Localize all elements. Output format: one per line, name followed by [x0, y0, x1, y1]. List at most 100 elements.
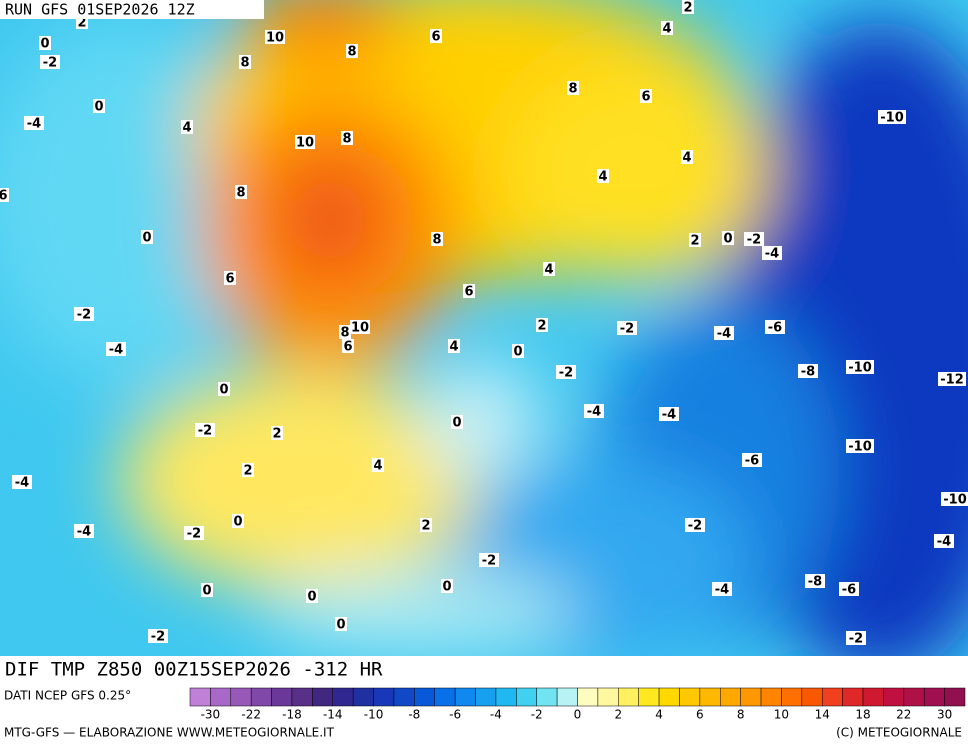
contour-label-bg [420, 518, 432, 532]
contour-label-bg [448, 339, 460, 353]
contour-label-bg [335, 617, 347, 631]
colorbar-swatch [495, 687, 517, 707]
contour-label: 10 [266, 31, 284, 46]
contour-label-bg [846, 439, 874, 453]
colorbar-tick-label: 14 [815, 708, 830, 722]
contour-label: 0 [40, 37, 49, 52]
contour-label: 8 [340, 326, 349, 341]
colorbar-swatch [801, 687, 823, 707]
contour-label: 2 [683, 1, 692, 16]
colorbar-tick-label: 2 [614, 708, 622, 722]
contour-label: -6 [745, 454, 759, 469]
contour-label-bg [242, 463, 254, 477]
contour-label: 6 [0, 189, 8, 204]
contour-label: -2 [198, 424, 212, 439]
contour-label: 0 [336, 618, 345, 633]
caption-box [0, 656, 458, 684]
colorbar-swatch [821, 687, 843, 707]
contour-label: -8 [808, 575, 822, 590]
contour-label: 2 [272, 427, 281, 442]
colorbar-swatch [556, 687, 578, 707]
contour-label: -4 [27, 117, 41, 132]
contour-label-bg [617, 321, 637, 335]
contour-label-bg [536, 318, 548, 332]
contour-label: -12 [940, 373, 964, 388]
contour-label-bg [195, 423, 215, 437]
contour-label-bg [846, 360, 874, 374]
contour-label: 0 [202, 584, 211, 599]
colorbar-swatch [189, 687, 211, 707]
contour-label: -4 [937, 535, 951, 550]
colorbar-swatch [210, 687, 232, 707]
colorbar-swatch [760, 687, 782, 707]
contour-label: -2 [482, 554, 496, 569]
contour-label-bg [106, 342, 126, 356]
contour-label: -6 [768, 321, 782, 336]
run-title: RUN GFS 01SEP2026 12Z [5, 1, 195, 19]
contour-label-bg [295, 135, 315, 149]
colorbar-swatch [903, 687, 925, 707]
colorbar-tick-label: 18 [855, 708, 870, 722]
contour-label-bg [201, 583, 213, 597]
contour-label-bg [463, 284, 475, 298]
colorbar-tick-label: -10 [364, 708, 384, 722]
contour-label-bg [846, 631, 866, 645]
contour-label-bg [341, 131, 353, 145]
colorbar-swatch [597, 687, 619, 707]
contour-label-bg [682, 0, 694, 14]
contour-label: 4 [682, 151, 691, 166]
contour-label-bg [39, 36, 51, 50]
contour-label: -10 [943, 493, 967, 508]
contour-label-bg [742, 453, 762, 467]
contour-label-bg [342, 339, 354, 353]
colorbar-swatch [536, 687, 558, 707]
contour-label: 4 [449, 340, 458, 355]
colorbar-swatch [230, 687, 252, 707]
contour-label-bg [765, 320, 785, 334]
contour-label-bg [805, 574, 825, 588]
contour-label-bg [798, 364, 818, 378]
source: DATI NCEP GFS 0.25° [4, 689, 131, 703]
contour-label: 0 [307, 590, 316, 605]
contour-label-bg [218, 382, 230, 396]
colorbar-tick-label: -2 [531, 708, 543, 722]
colorbar-swatch [740, 687, 762, 707]
contour-label: 0 [442, 580, 451, 595]
contour-label: -2 [43, 56, 57, 71]
colorbar-swatch [516, 687, 537, 707]
colorbar-swatch [250, 687, 272, 707]
contour-label: 10 [351, 321, 369, 336]
colorbar-swatch [352, 687, 374, 707]
contour-label-bg [12, 475, 32, 489]
run-box [0, 0, 264, 19]
colorbar-swatch [454, 687, 476, 707]
contour-label: -4 [15, 476, 29, 491]
contour-label: -4 [662, 408, 676, 423]
contour-label-bg [584, 404, 604, 418]
contour-label: -8 [801, 365, 815, 380]
colorbar-swatch [393, 687, 415, 707]
contour-label-bg [93, 99, 105, 113]
contour-label: 8 [432, 233, 441, 248]
contour-label: 10 [296, 136, 314, 151]
contour-label: 2 [243, 464, 252, 479]
contour-label-bg [74, 307, 94, 321]
colorbar-swatch [720, 687, 741, 707]
contour-label: 4 [662, 22, 671, 37]
contour-label-bg [597, 169, 609, 183]
colorbar-tick-label: 8 [737, 708, 745, 722]
contour-label-bg [339, 325, 351, 339]
contour-label: -4 [765, 247, 779, 262]
colorbar-tick-label: 10 [774, 708, 789, 722]
contour-label: 4 [598, 170, 607, 185]
colorbar-swatch [271, 687, 293, 707]
contour-label-bg [839, 582, 859, 596]
contour-label-bg [934, 534, 954, 548]
contour-label: -2 [688, 519, 702, 534]
contour-label-bg [762, 246, 782, 260]
colorbar-swatch [842, 687, 864, 707]
contour-label-bg [431, 232, 443, 246]
contour-label-bg [239, 55, 251, 69]
contour-label: 4 [373, 459, 382, 474]
